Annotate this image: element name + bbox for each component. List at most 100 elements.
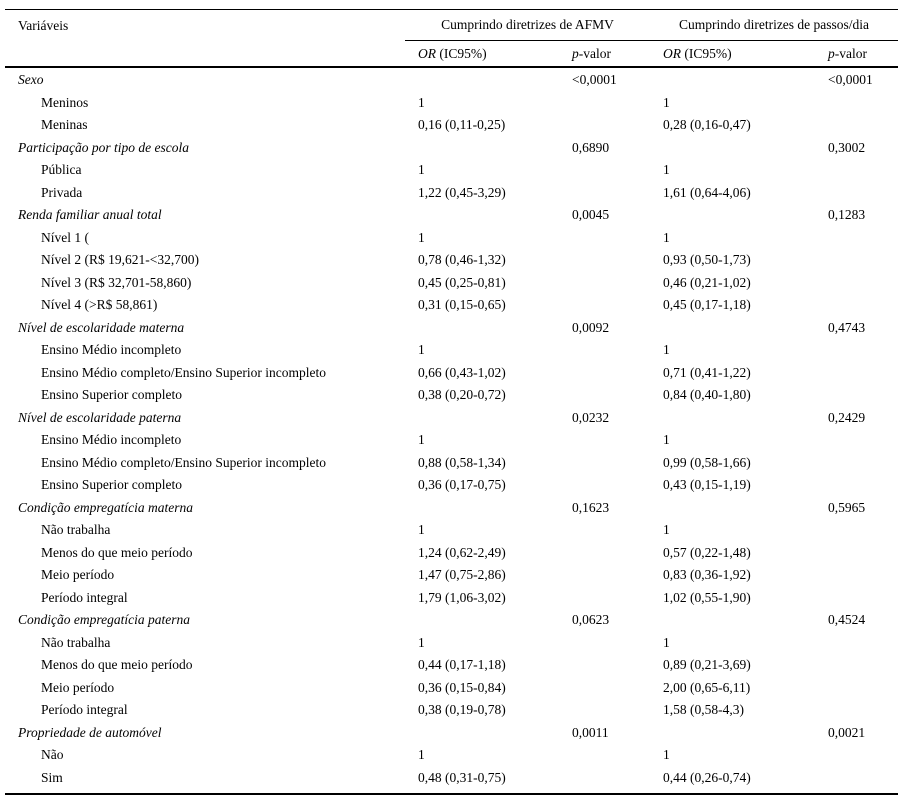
or-value-afmv: 0,66 (0,43-1,02): [418, 364, 506, 380]
row-label: Condição empregatícia paterna: [18, 612, 190, 628]
table-item-row: Não trabalha 1 1: [5, 519, 898, 542]
or-value-passos: 1,61 (0,64-4,06): [663, 184, 751, 200]
or-value-passos: 1: [663, 634, 670, 650]
table-header-group-row: Variáveis Cumprindo diretrizes de AFMV C…: [5, 10, 898, 41]
or-value-afmv: 0,78 (0,46-1,32): [418, 252, 506, 268]
row-label: Ensino Médio completo/Ensino Superior in…: [41, 454, 326, 470]
table-item-row: Nível 1 ( 1 1: [5, 227, 898, 250]
or-value-afmv: 0,38 (0,20-0,72): [418, 387, 506, 403]
row-label: Condição empregatícia materna: [18, 499, 193, 515]
row-label: Nível 3 (R$ 32,701-58,860): [41, 274, 192, 290]
or-value-afmv: 0,36 (0,15-0,84): [418, 679, 506, 695]
table-item-row: Ensino Médio completo/Ensino Superior in…: [5, 362, 898, 385]
or-value-afmv: 0,48 (0,31-0,75): [418, 769, 506, 785]
valor-label: -valor: [578, 45, 611, 61]
or-value-passos: 1: [663, 342, 670, 358]
table-item-row: Meio período 0,36 (0,15-0,84) 2,00 (0,65-6…: [5, 677, 898, 700]
or-value-afmv: 1: [418, 162, 425, 178]
p-valor-header-afmv: p-valor: [559, 46, 650, 62]
table-section-row: Condição empregatícia materna 0,1623 0,596…: [5, 497, 898, 520]
row-label: Não: [41, 747, 64, 763]
p-value-afmv: 0,0045: [572, 207, 610, 223]
table-item-row: Não trabalha 1 1: [5, 632, 898, 655]
row-label: Meio período: [41, 567, 115, 583]
table-body: Sexo <0,0001 <0,0001 Meninos 1 1 Meninas 0,16 (…: [5, 68, 898, 793]
p-value-passos: 0,5965: [828, 499, 866, 515]
or-value-passos: 0,99 (0,58-1,66): [663, 454, 751, 470]
or-value-passos: 1: [663, 162, 670, 178]
or-value-passos: 0,45 (0,17-1,18): [663, 297, 751, 313]
row-label: Nível de escolaridade materna: [18, 319, 185, 335]
or-value-passos: 0,28 (0,16-0,47): [663, 117, 751, 133]
row-label: Período integral: [41, 589, 128, 605]
table-item-row: Ensino Superior completo 0,36 (0,17-0,75)…: [5, 474, 898, 497]
table-item-row: Ensino Superior completo 0,38 (0,20-0,72)…: [5, 384, 898, 407]
or-value-passos: 0,57 (0,22-1,48): [663, 544, 751, 560]
table-item-row: Ensino Médio incompleto 1 1: [5, 429, 898, 452]
or-value-afmv: 1: [418, 94, 425, 110]
valor-label: -valor: [834, 45, 867, 61]
or-value-passos: 0,84 (0,40-1,80): [663, 387, 751, 403]
table-item-row: Sim 0,48 (0,31-0,75) 0,44 (0,26-0,74): [5, 767, 898, 790]
table-item-row: Nível 2 (R$ 19,621-<32,700) 0,78 (0,46-1,…: [5, 249, 898, 272]
row-label: Menos do que meio período: [41, 657, 193, 673]
p-valor-header-passos: p-valor: [815, 46, 898, 62]
row-label: Propriedade de automóvel: [18, 724, 162, 740]
or-value-afmv: 1,47 (0,75-2,86): [418, 567, 506, 583]
row-label: Ensino Superior completo: [41, 387, 182, 403]
or-label: OR: [663, 45, 681, 61]
table-header-stat-row: OR (IC95%) p-valor OR (IC95%) p-valor: [5, 41, 898, 68]
table-item-row: Menos do que meio período 0,44 (0,17-1,18…: [5, 654, 898, 677]
or-value-afmv: 0,16 (0,11-0,25): [418, 117, 506, 133]
or-value-afmv: 1,24 (0,62-2,49): [418, 544, 506, 560]
or-value-passos: 0,44 (0,26-0,74): [663, 769, 751, 785]
table-item-row: Período integral 1,79 (1,06-3,02) 1,02 (0,…: [5, 587, 898, 610]
table-section-row: Renda familiar anual total 0,0045 0,1283: [5, 204, 898, 227]
table-item-row: Meio período 1,47 (0,75-2,86) 0,83 (0,36-1…: [5, 564, 898, 587]
or-value-passos: 0,93 (0,50-1,73): [663, 252, 751, 268]
or-value-passos: 1: [663, 229, 670, 245]
p-value-afmv: 0,6890: [572, 139, 610, 155]
group-header-afmv: Cumprindo diretrizes de AFMV: [405, 10, 650, 41]
ci-label: (IC95%): [439, 45, 487, 61]
or-value-afmv: 1: [418, 229, 425, 245]
row-label: Pública: [41, 162, 82, 178]
or-value-afmv: 1,79 (1,06-3,02): [418, 589, 506, 605]
group-header-passos-dia: Cumprindo diretrizes de passos/dia: [650, 10, 898, 41]
row-label: Nível 2 (R$ 19,621-<32,700): [41, 252, 199, 268]
p-value-afmv: <0,0001: [572, 72, 617, 88]
or-value-afmv: 1: [418, 634, 425, 650]
table-section-row: Sexo <0,0001 <0,0001: [5, 69, 898, 92]
table-section-row: Participação por tipo de escola 0,6890 0,3…: [5, 137, 898, 160]
row-label: Participação por tipo de escola: [18, 139, 189, 155]
table-section-row: Propriedade de automóvel 0,0011 0,0021: [5, 722, 898, 745]
or-value-passos: 0,46 (0,21-1,02): [663, 274, 751, 290]
or-value-passos: 0,83 (0,36-1,92): [663, 567, 751, 583]
ci-label: (IC95%): [684, 45, 732, 61]
row-label: Renda familiar anual total: [18, 207, 162, 223]
row-label: Menos do que meio período: [41, 544, 193, 560]
table-item-row: Pública 1 1: [5, 159, 898, 182]
p-value-afmv: 0,0623: [572, 612, 610, 628]
or-value-passos: 0,43 (0,15-1,19): [663, 477, 751, 493]
or-value-afmv: 1: [418, 342, 425, 358]
table-section-row: Nível de escolaridade paterna 0,0232 0,242…: [5, 407, 898, 430]
row-label: Ensino Médio completo/Ensino Superior in…: [41, 364, 326, 380]
row-label: Sim: [41, 769, 63, 785]
or-value-afmv: 0,36 (0,17-0,75): [418, 477, 506, 493]
row-label: Nível 1 (: [41, 229, 89, 245]
row-label: Meio período: [41, 679, 115, 695]
table-item-row: Nível 3 (R$ 32,701-58,860) 0,45 (0,25-0,8…: [5, 272, 898, 295]
or-ci-header-afmv: OR (IC95%): [405, 46, 559, 62]
table-item-row: Nível 4 (>R$ 58,861) 0,31 (0,15-0,65) 0,45…: [5, 294, 898, 317]
row-label: Privada: [41, 184, 83, 200]
row-label: Ensino Médio incompleto: [41, 432, 182, 448]
or-value-passos: 0,71 (0,41-1,22): [663, 364, 751, 380]
or-value-afmv: 0,88 (0,58-1,34): [418, 454, 506, 470]
p-value-passos: 0,0021: [828, 724, 866, 740]
p-label: p: [572, 45, 579, 61]
p-value-passos: <0,0001: [828, 72, 873, 88]
row-label: Ensino Superior completo: [41, 477, 182, 493]
p-value-afmv: 0,0092: [572, 319, 610, 335]
row-label: Meninas: [41, 117, 88, 133]
